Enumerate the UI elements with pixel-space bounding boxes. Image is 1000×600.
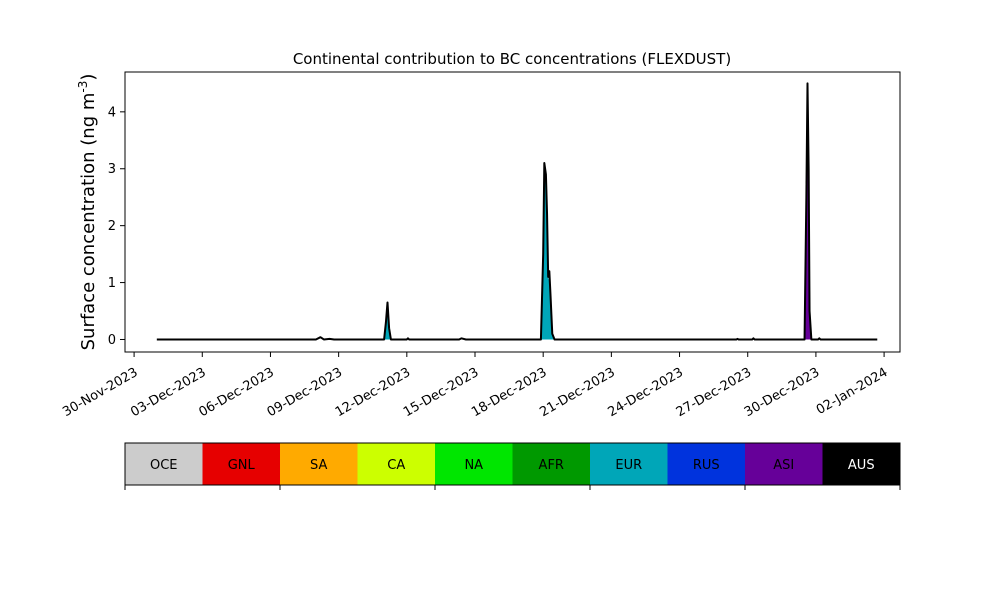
legend-swatch-ca: [357, 443, 435, 485]
x-tick-label: 21-Dec-2023: [537, 365, 617, 420]
legend-label-eur: EUR: [615, 458, 642, 473]
y-axis-label: Surface concentration (ng m-3): [76, 74, 99, 351]
x-tick-label: 30-Dec-2023: [742, 365, 822, 420]
legend-swatch-oce: [125, 443, 203, 485]
legend-swatch-gnl: [202, 443, 280, 485]
legend-swatch-aus: [822, 443, 900, 485]
y-tick-label: 1: [108, 276, 116, 291]
x-tick-label: 09-Dec-2023: [265, 365, 345, 420]
legend-label-aus: AUS: [848, 458, 875, 473]
x-tick-label: 06-Dec-2023: [196, 365, 276, 420]
y-tick-label: 0: [108, 333, 116, 348]
x-axis: 30-Nov-202303-Dec-202306-Dec-202309-Dec-…: [60, 352, 890, 420]
y-tick-label: 3: [108, 162, 116, 177]
legend-frame: [124, 442, 901, 486]
legend-label-asi: ASI: [773, 458, 794, 473]
legend-label-gnl: GNL: [228, 458, 256, 473]
legend-label-sa: SA: [310, 458, 327, 473]
x-tick-label: 12-Dec-2023: [333, 365, 413, 420]
plot-frame: [124, 71, 901, 353]
x-tick-label: 30-Nov-2023: [60, 365, 140, 420]
x-tick-label: 24-Dec-2023: [606, 365, 686, 420]
legend-swatch-afr: [512, 443, 590, 485]
y-axis-label-main: Surface concentration (ng m: [78, 93, 99, 351]
x-tick-label: 03-Dec-2023: [128, 365, 208, 420]
legend-swatch-rus: [667, 443, 745, 485]
x-tick-label: 02-Jan-2024: [814, 365, 891, 418]
legend-label-afr: AFR: [539, 458, 564, 473]
legend-swatch-na: [435, 443, 513, 485]
x-tick-label: 15-Dec-2023: [401, 365, 481, 420]
legend-label-oce: OCE: [150, 458, 178, 473]
y-tick-label: 4: [108, 105, 116, 120]
legend-label-rus: RUS: [693, 458, 720, 473]
x-tick-label: 18-Dec-2023: [469, 365, 549, 420]
legend-label-na: NA: [464, 458, 483, 473]
y-tick-label: 2: [108, 219, 116, 234]
legend-swatch-asi: [745, 443, 823, 485]
legend-label-ca: CA: [387, 458, 405, 473]
y-axis-label-sup: -3: [76, 81, 90, 93]
x-tick-label: 27-Dec-2023: [674, 365, 754, 420]
legend-swatch-sa: [280, 443, 358, 485]
total-series-line: [156, 82, 878, 341]
plot-area: [156, 82, 878, 341]
chart-title: Continental contribution to BC concentra…: [293, 50, 731, 68]
colorbar-legend: OCE GNL SA CA NA AFR EUR RUS ASI AUS: [124, 442, 901, 490]
y-axis: 0 1 2 3 4: [108, 105, 125, 348]
legend-swatch-eur: [590, 443, 668, 485]
y-axis-label-close: ): [78, 74, 99, 81]
